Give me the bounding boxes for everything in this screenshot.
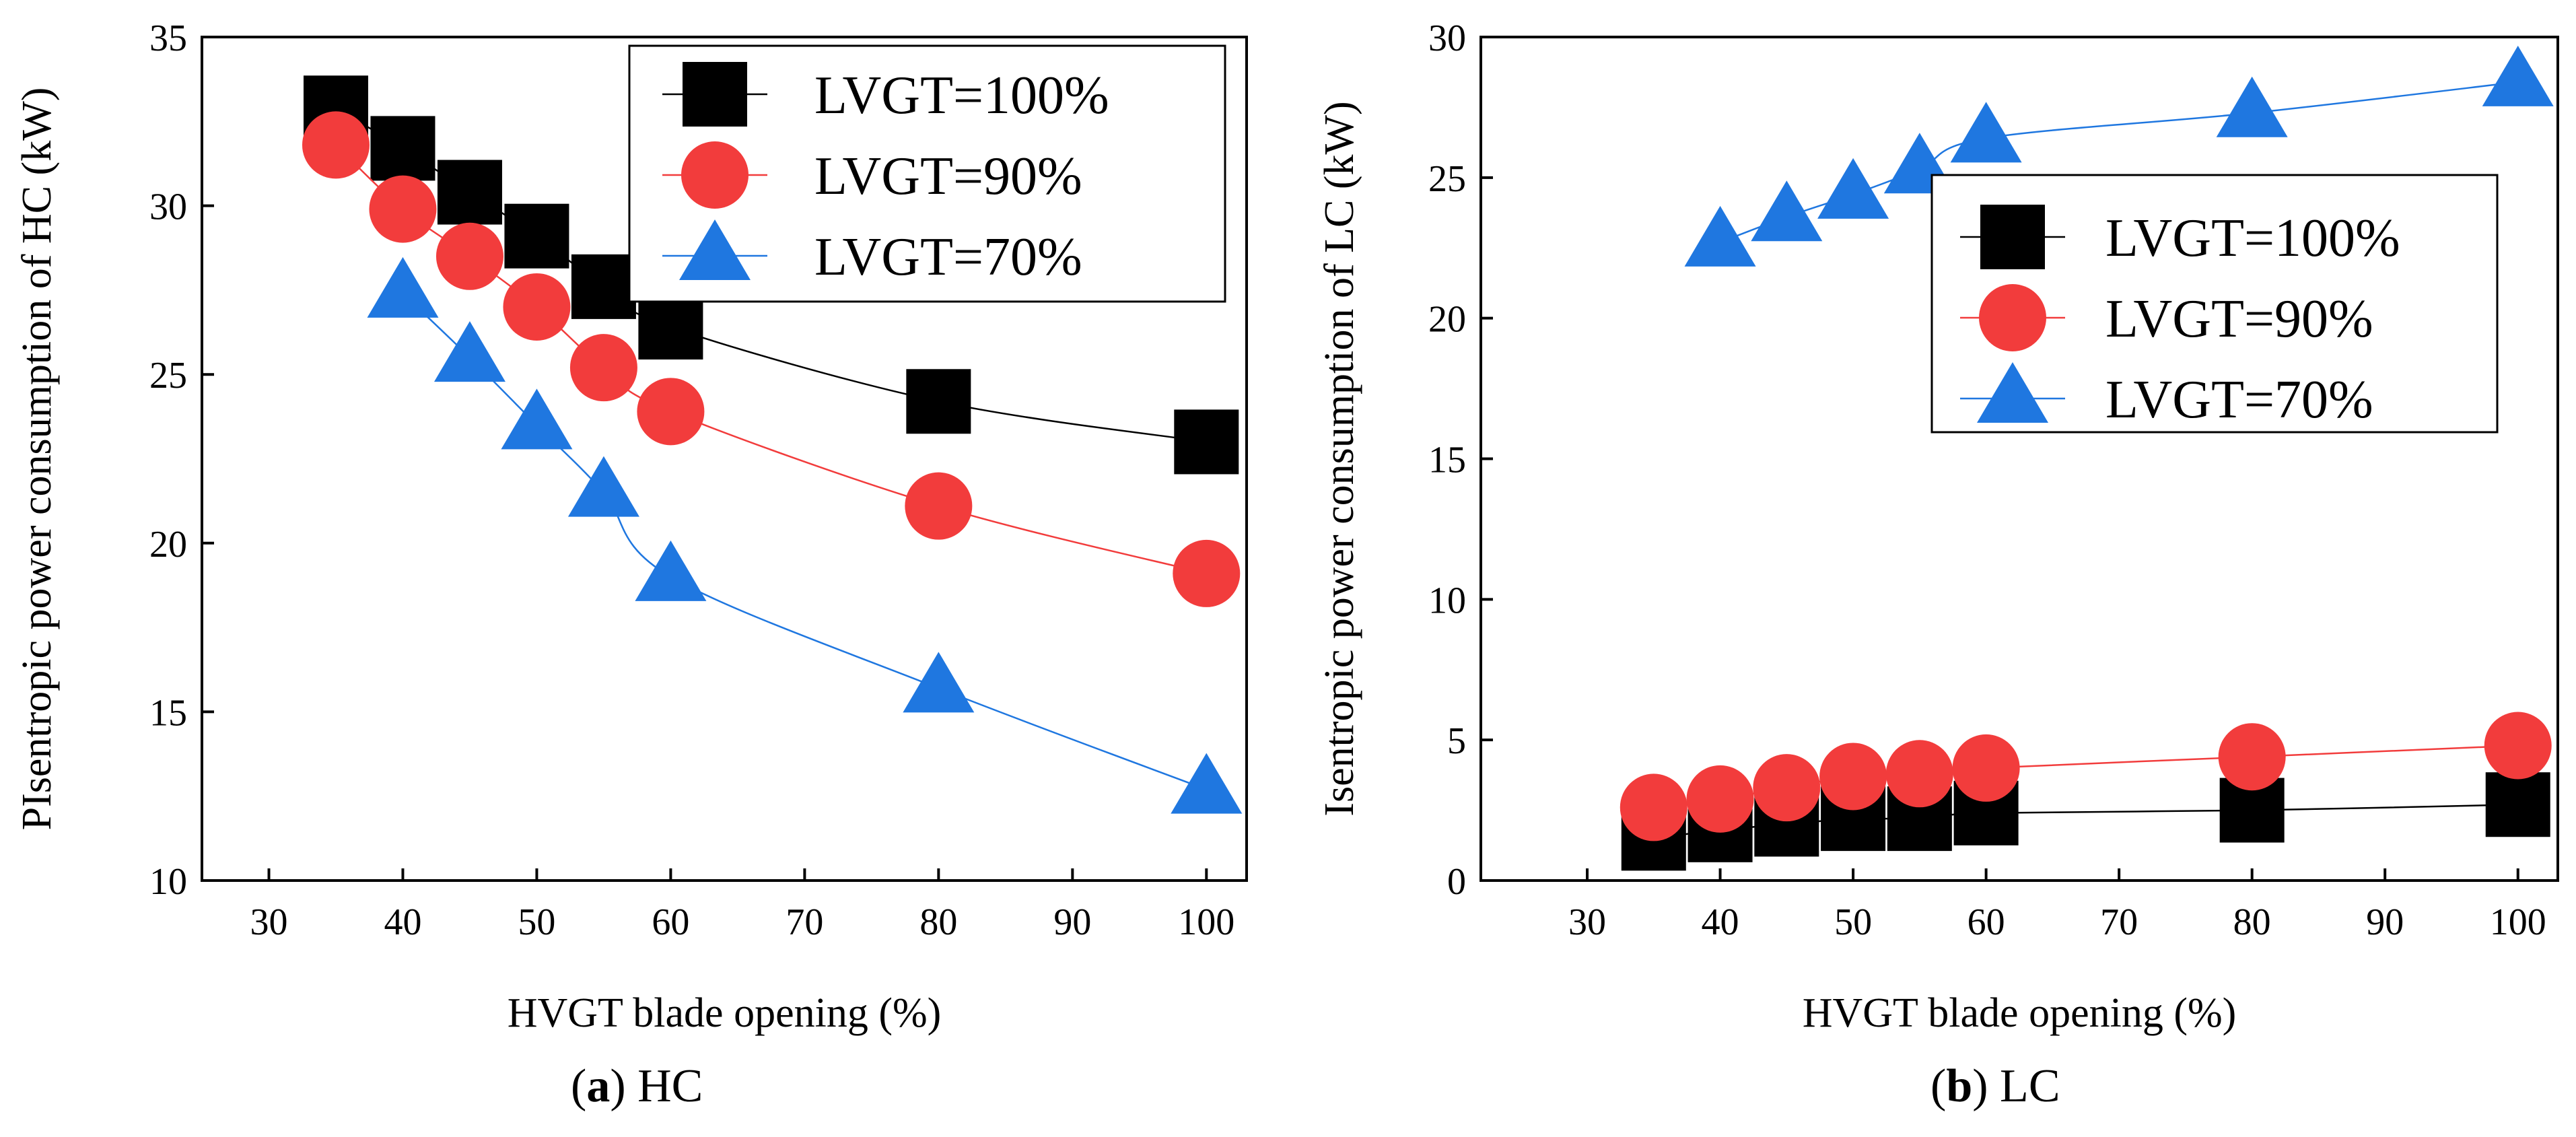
y-axis-label: PIsentropic power consumption of HC (kW) <box>14 88 60 831</box>
data-point <box>504 203 569 269</box>
y-tick-label: 20 <box>149 524 187 565</box>
y-tick-label: 20 <box>1428 299 1466 341</box>
y-tick-label: 30 <box>149 186 187 228</box>
y-tick-label: 15 <box>149 692 187 734</box>
data-point <box>369 175 437 243</box>
legend-marker <box>681 141 749 209</box>
legend-entry: LVGT=100% <box>2105 209 2400 268</box>
data-point <box>1686 765 1754 833</box>
y-tick-label: 10 <box>149 861 187 903</box>
data-point <box>1171 753 1243 814</box>
y-tick-label: 5 <box>1447 720 1466 762</box>
data-point <box>1751 180 1823 242</box>
plot-frame-b <box>1480 36 2559 882</box>
y-tick-label: 10 <box>1428 580 1466 621</box>
legend-marker <box>1979 284 2046 351</box>
y-tick-label: 25 <box>1428 158 1466 200</box>
y-tick-label: 25 <box>149 355 187 397</box>
legend-entry: LVGT=90% <box>814 147 1082 206</box>
legend-marker <box>1977 362 2048 423</box>
data-point <box>567 456 639 517</box>
legend-entry: LVGT=100% <box>814 66 1109 125</box>
x-axis-label: HVGT blade opening (%) <box>508 990 942 1036</box>
data-point <box>569 334 637 402</box>
x-tick-label: 40 <box>1702 901 1739 943</box>
x-tick-label: 80 <box>2233 901 2271 943</box>
data-point <box>1753 754 1821 822</box>
data-point <box>1950 102 2022 163</box>
legend-entry: LVGT=90% <box>2105 289 2373 349</box>
y-tick-label: 0 <box>1447 861 1466 903</box>
legend-entry: LVGT=70% <box>2105 370 2373 429</box>
data-point <box>1173 539 1241 607</box>
plot-frame-a <box>201 36 1248 882</box>
x-tick-label: 40 <box>384 901 421 943</box>
legend-marker <box>683 62 747 127</box>
data-point <box>1817 158 1889 219</box>
legend-marker <box>1980 205 2045 269</box>
y-tick-label: 35 <box>149 18 187 59</box>
data-point <box>433 321 506 382</box>
data-point <box>1620 773 1687 841</box>
data-point <box>638 295 703 360</box>
data-point <box>2482 45 2554 106</box>
data-point <box>1174 409 1239 475</box>
y-tick-label: 15 <box>1428 440 1466 481</box>
chart-panel-a: 30 40 50 60 70 80 90 100 10 15 20 25 30 35 HVGT blade … <box>14 18 1248 1112</box>
data-point <box>903 652 975 713</box>
data-point <box>1684 205 1756 267</box>
x-tick-label: 50 <box>1834 901 1872 943</box>
data-point <box>2218 723 2286 791</box>
x-tick-label: 80 <box>919 901 957 943</box>
y-axis-label: Isentropic power consumption of LC (kW) <box>1317 101 1362 816</box>
y-tick-label: 30 <box>1428 18 1466 59</box>
data-point <box>2216 76 2288 137</box>
legend-marker <box>679 219 751 280</box>
data-point <box>906 369 971 434</box>
panel-caption: (a) HC <box>571 1060 703 1112</box>
x-tick-label: 30 <box>1568 901 1606 943</box>
data-point <box>503 273 571 341</box>
x-tick-label: 60 <box>652 901 689 943</box>
x-tick-label: 100 <box>2490 901 2546 943</box>
data-point <box>370 116 436 181</box>
data-point <box>1952 734 2020 802</box>
x-tick-label: 100 <box>1178 901 1234 943</box>
data-point <box>637 378 705 446</box>
data-point <box>1819 743 1887 811</box>
data-point <box>2484 712 2552 780</box>
data-point <box>501 388 573 450</box>
data-point <box>367 256 439 318</box>
x-tick-label: 50 <box>518 901 555 943</box>
x-tick-label: 90 <box>2366 901 2404 943</box>
x-tick-label: 30 <box>250 901 287 943</box>
x-tick-label: 60 <box>1968 901 2005 943</box>
x-tick-label: 70 <box>2100 901 2138 943</box>
data-point <box>1885 740 1953 808</box>
legend-entry: LVGT=70% <box>814 228 1082 287</box>
x-tick-label: 90 <box>1053 901 1091 943</box>
data-point <box>571 254 636 319</box>
panel-caption: (b) LC <box>1930 1060 2060 1112</box>
chart-panel-b: 30 40 50 60 70 80 90 100 0 5 10 15 20 25 30 HVGT blade … <box>1317 18 2559 1112</box>
data-point <box>905 472 973 540</box>
data-point <box>436 222 503 290</box>
data-point <box>437 160 502 225</box>
data-point <box>302 111 370 179</box>
data-point <box>635 540 707 601</box>
data-point <box>2485 772 2550 837</box>
x-axis-label: HVGT blade opening (%) <box>1803 990 2237 1036</box>
x-tick-label: 70 <box>786 901 823 943</box>
